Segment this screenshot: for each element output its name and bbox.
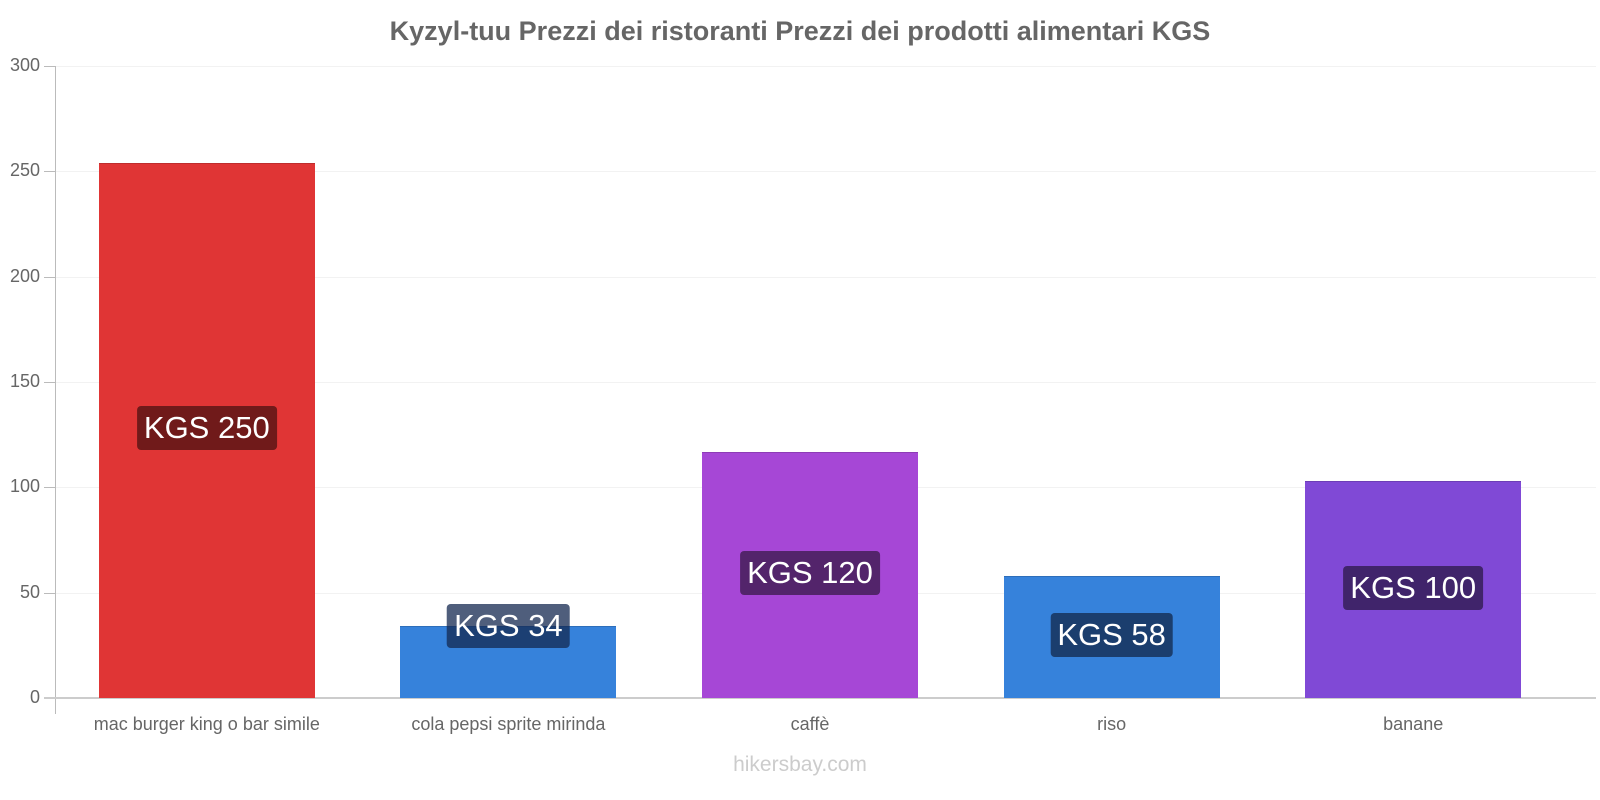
y-tick-label: 200 (9, 266, 40, 286)
x-tick-label: cola pepsi sprite mirinda (411, 714, 606, 734)
y-tick-label: 100 (9, 476, 40, 496)
x-tick-label: mac burger king o bar simile (93, 714, 320, 734)
bar-value-label: KGS 100 (1343, 565, 1484, 610)
y-tick-mark (44, 277, 55, 278)
bar-value-label: KGS 58 (1050, 612, 1173, 657)
watermark: hikersbay.com (733, 753, 867, 776)
y-tick-label: 250 (9, 160, 40, 180)
y-tick-label: 0 (29, 687, 40, 707)
y-tick-mark (44, 66, 55, 67)
bar-value-label: KGS 250 (136, 406, 277, 451)
x-tick-label: riso (1097, 714, 1127, 734)
y-tick-mark (44, 171, 55, 172)
y-tick-label: 150 (9, 371, 40, 391)
gridline (56, 382, 1596, 383)
gridline (56, 66, 1596, 67)
y-axis-line (55, 66, 56, 714)
x-axis-line (44, 697, 1596, 699)
y-tick-mark (44, 382, 55, 383)
bar-value-label: KGS 34 (447, 604, 570, 649)
x-tick-label: caffè (790, 714, 830, 734)
gridline (56, 171, 1596, 172)
y-tick-mark (44, 593, 55, 594)
y-tick-label: 50 (19, 582, 40, 602)
chart-title: Kyzyl-tuu Prezzi dei ristoranti Prezzi d… (389, 16, 1211, 46)
x-tick-label: banane (1383, 714, 1444, 734)
y-tick-mark (44, 487, 55, 488)
bar-value-label: KGS 120 (740, 550, 880, 595)
y-tick-label: 300 (9, 55, 40, 75)
gridline (56, 277, 1596, 278)
